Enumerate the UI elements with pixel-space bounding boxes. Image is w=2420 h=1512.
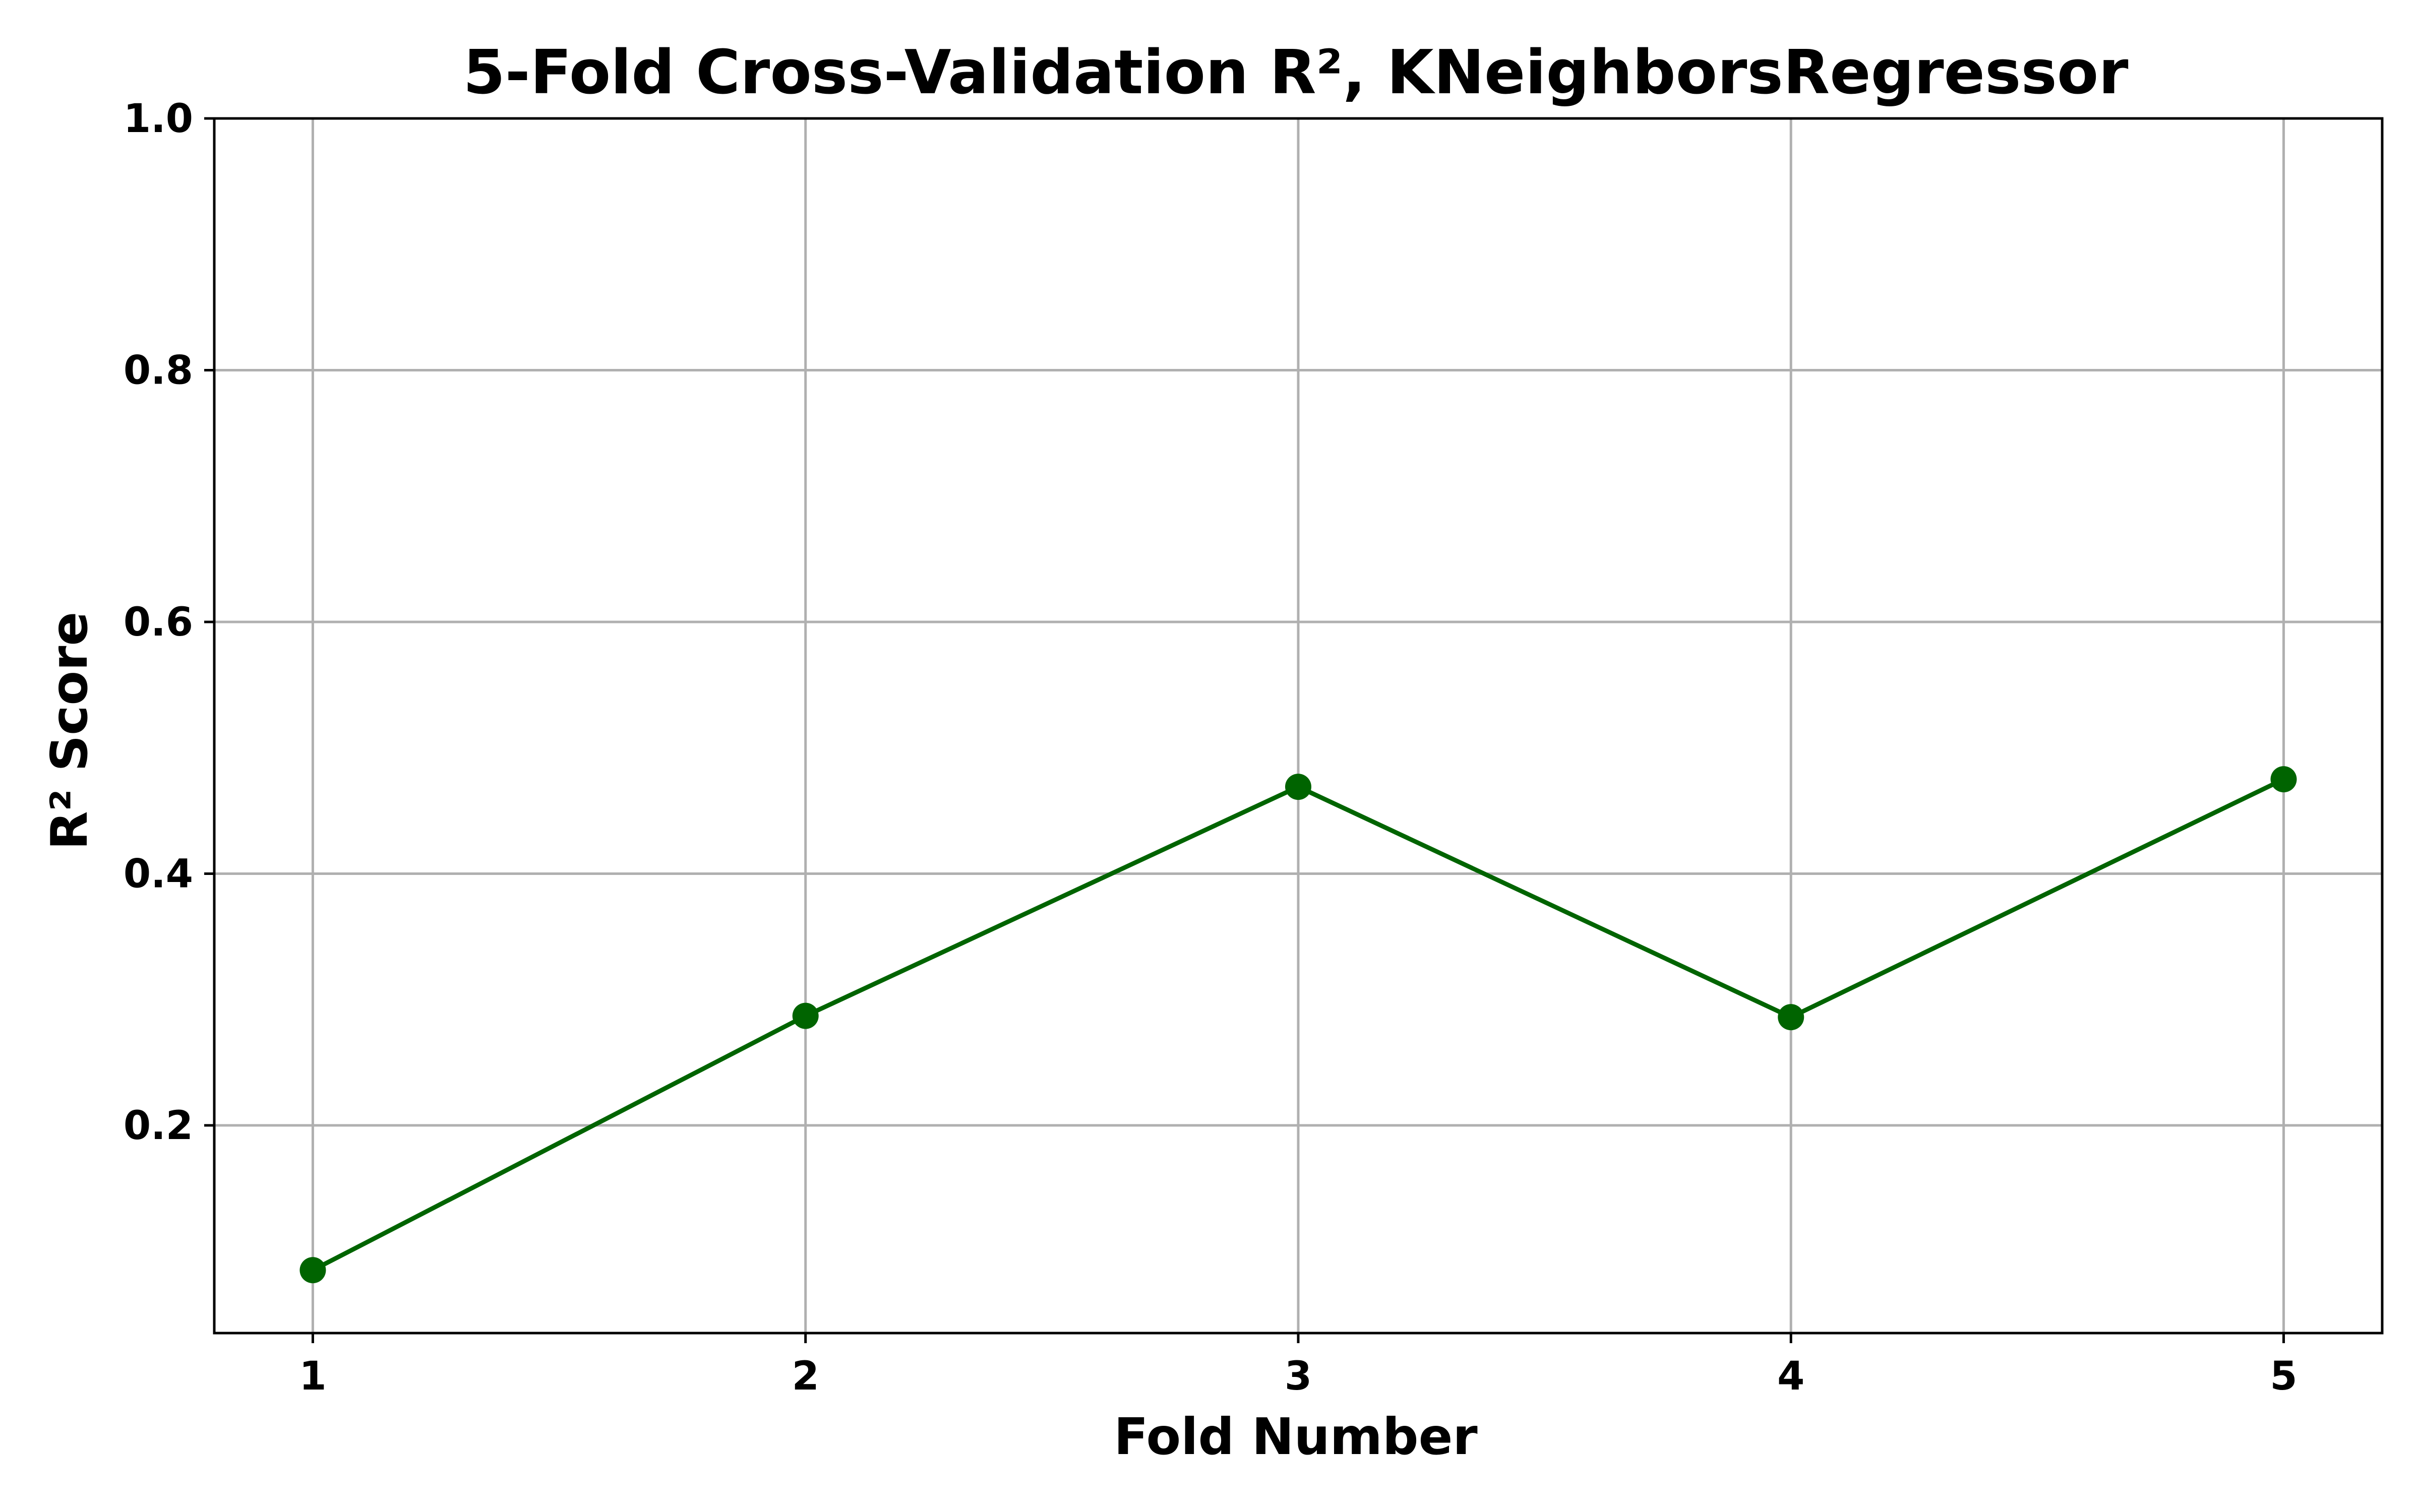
data-point [299,1257,326,1284]
y-tick-label: 0.2 [124,1103,193,1149]
y-axis-label: R² Score [40,612,99,850]
chart-title: 5-Fold Cross-Validation R², KNeighborsRe… [463,38,2128,108]
y-tick-label: 0.8 [124,348,193,393]
x-tick-label: 4 [1777,1354,1804,1399]
data-point [1778,1004,1804,1031]
y-tick-label: 1.0 [124,96,193,142]
series-layer [299,766,2297,1284]
x-tick-label: 1 [299,1354,326,1399]
axis-ticks: 1 2 3 4 5 0.2 0.4 0.6 0.8 1.0 [124,96,2297,1399]
y-tick-label: 0.4 [124,851,193,897]
x-tick-label: 5 [2270,1354,2297,1399]
data-point [2270,766,2297,793]
x-tick-label: 2 [792,1354,819,1399]
y-tick-label: 0.6 [124,600,193,645]
data-point [792,1002,819,1029]
x-tick-label: 3 [1285,1354,1312,1399]
x-axis-label: Fold Number [1114,1407,1478,1466]
data-point [1285,774,1311,800]
